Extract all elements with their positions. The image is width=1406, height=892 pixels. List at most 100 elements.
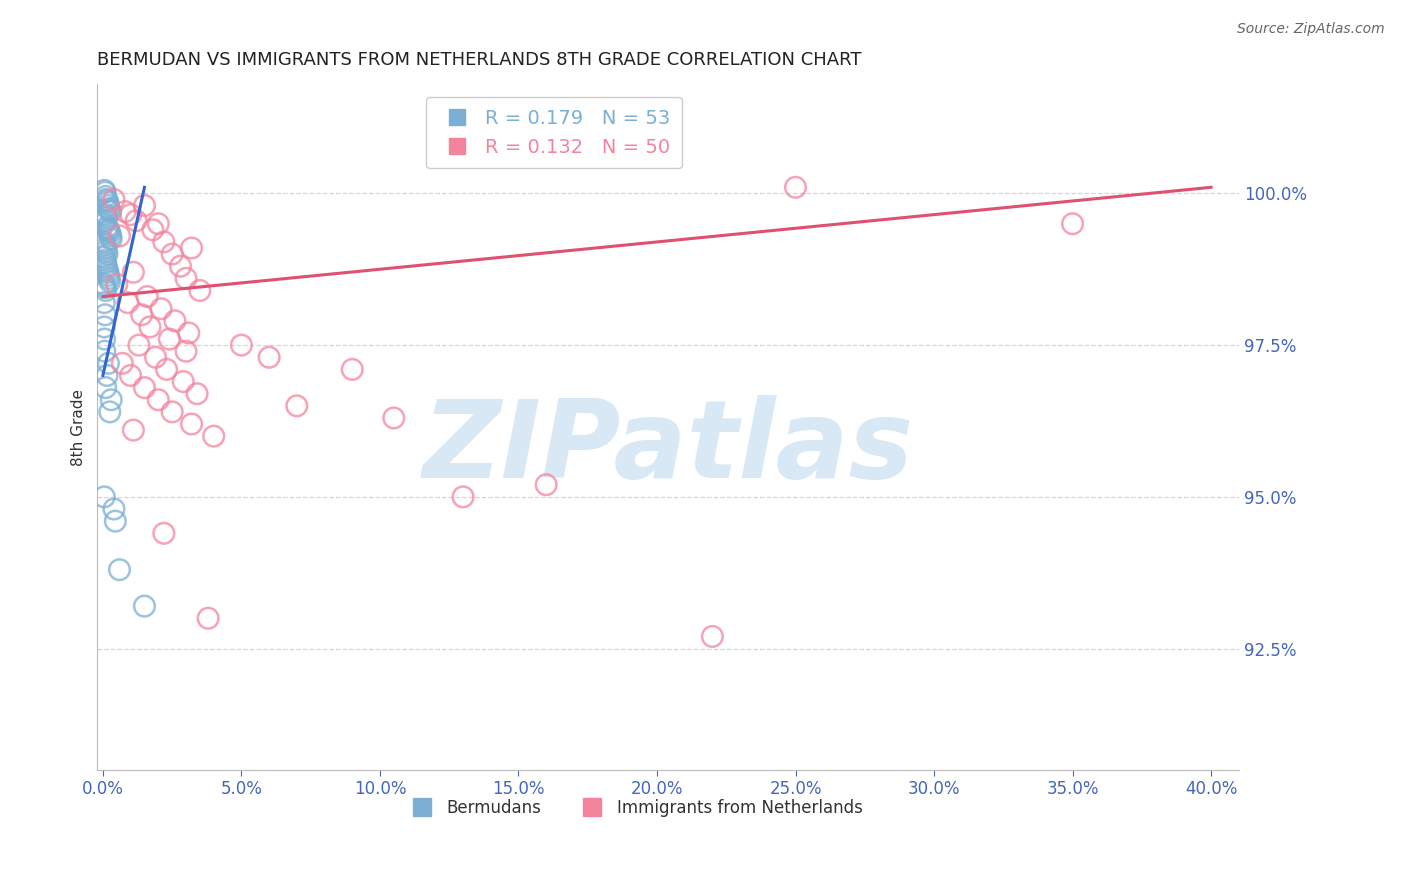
Point (93, 319, 115, 334)
Point (534, 477, 557, 491)
Point (96, 194, 118, 208)
Point (180, 241, 202, 255)
Point (117, 295, 139, 310)
Point (98, 274, 121, 288)
Point (186, 386, 208, 401)
Point (120, 368, 142, 383)
Point (94, 185, 117, 199)
Point (702, 630, 724, 644)
Point (108, 228, 131, 243)
Point (122, 265, 145, 279)
Point (104, 514, 127, 528)
Point (197, 611, 219, 625)
Point (150, 301, 173, 316)
Text: Source: ZipAtlas.com: Source: ZipAtlas.com (1237, 22, 1385, 37)
Point (120, 208, 142, 222)
Point (153, 526, 176, 541)
Point (94, 381, 117, 395)
Point (93, 183, 115, 197)
Point (100, 228, 122, 243)
Point (100, 392, 122, 407)
Point (108, 563, 131, 577)
Point (105, 277, 128, 292)
Point (131, 308, 153, 322)
Point (98, 224, 121, 238)
Point (97, 265, 120, 279)
Point (94, 284, 117, 298)
Point (180, 417, 202, 431)
Point (97, 268, 120, 283)
Point (172, 375, 194, 389)
Point (103, 502, 125, 516)
Point (96, 244, 118, 258)
Point (93, 332, 115, 346)
Point (188, 284, 211, 298)
Point (97, 198, 120, 212)
Point (94, 189, 117, 203)
Point (163, 314, 186, 328)
Point (98, 405, 121, 419)
Point (94, 344, 117, 359)
Point (93, 235, 115, 249)
Point (174, 344, 197, 359)
Point (142, 223, 165, 237)
Point (169, 259, 191, 273)
Point (145, 351, 167, 365)
Point (94, 308, 117, 322)
Point (94, 208, 117, 222)
Point (96, 368, 118, 383)
Point (93, 490, 115, 504)
Point (98, 202, 121, 216)
Point (96, 193, 118, 207)
Point (96, 247, 118, 261)
Point (153, 235, 176, 249)
Point (111, 356, 134, 370)
Point (94, 238, 117, 252)
Point (785, 180, 807, 194)
Point (94, 280, 117, 294)
Point (160, 247, 183, 261)
Point (100, 232, 122, 246)
Point (285, 399, 308, 413)
Legend: Bermudans, Immigrants from Netherlands: Bermudans, Immigrants from Netherlands (398, 792, 869, 823)
Point (94, 256, 117, 270)
Point (98, 226, 121, 240)
Point (1062, 217, 1084, 231)
Point (231, 338, 253, 352)
Point (96, 259, 118, 273)
Point (451, 490, 474, 504)
Point (128, 338, 150, 352)
Point (122, 423, 145, 437)
Point (94, 253, 117, 268)
Point (148, 392, 170, 407)
Point (134, 599, 156, 614)
Point (342, 362, 364, 376)
Y-axis label: 8th Grade: 8th Grade (72, 389, 86, 466)
Point (257, 351, 280, 365)
Text: ZIPatlas: ZIPatlas (422, 394, 914, 500)
Point (97, 356, 120, 370)
Point (93, 277, 115, 292)
Point (382, 411, 405, 425)
Point (174, 271, 197, 285)
Point (134, 381, 156, 395)
Point (156, 362, 179, 376)
Point (139, 319, 162, 334)
Point (93, 295, 115, 310)
Point (93, 250, 115, 264)
Point (98, 203, 121, 218)
Point (114, 204, 136, 219)
Point (96, 211, 118, 225)
Point (103, 193, 125, 207)
Point (97, 195, 120, 210)
Point (134, 198, 156, 212)
Point (96, 219, 118, 234)
Point (148, 217, 170, 231)
Point (94, 241, 117, 255)
Point (125, 213, 148, 227)
Point (136, 289, 159, 303)
Point (177, 326, 200, 340)
Point (202, 429, 225, 443)
Point (97, 223, 120, 237)
Point (96, 262, 118, 277)
